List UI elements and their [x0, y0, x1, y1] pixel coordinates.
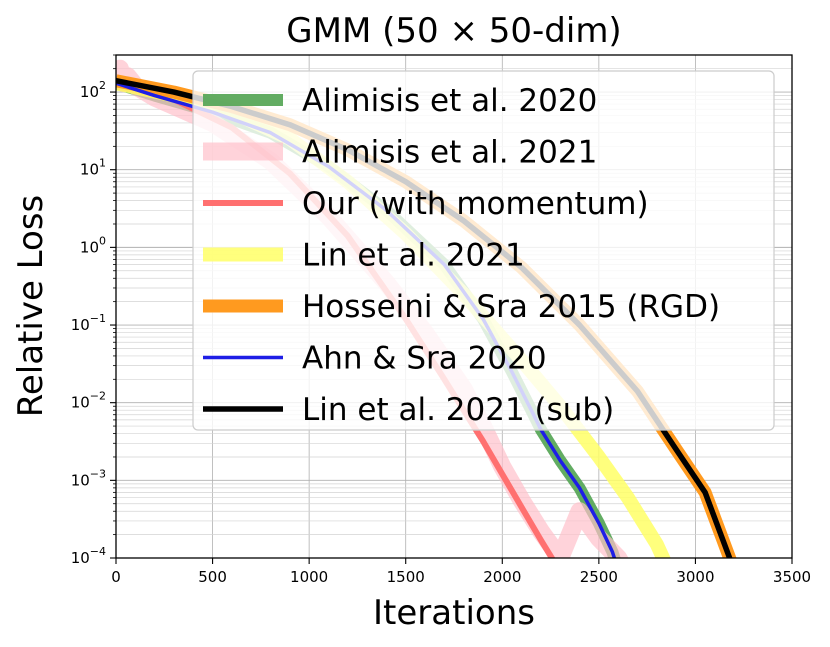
legend-label-4: Hosseini & Sra 2015 (RGD)	[302, 289, 720, 325]
legend-label-3: Lin et al. 2021	[302, 238, 525, 274]
legend-label-0: Alimisis et al. 2020	[302, 83, 597, 119]
plot-frame	[115, 54, 793, 559]
y-tick-label-4: 100	[80, 234, 106, 256]
y-tick-label-2: 10−2	[71, 390, 106, 412]
x-tick-label-5: 2500	[580, 568, 618, 586]
x-tick-label-7: 3500	[773, 568, 811, 586]
legend-box	[192, 70, 775, 431]
x-axis-label: Iterations	[373, 593, 535, 633]
x-tick-label-2: 1000	[290, 568, 328, 586]
x-tick-label-1: 500	[198, 568, 227, 586]
x-tick-label-0: 0	[111, 568, 121, 586]
legend-label-1: Alimisis et al. 2021	[302, 135, 597, 171]
y-tick-label-0: 10−4	[71, 545, 106, 567]
x-axis-ticks: 0 500 1000 1500 2000 2500 3000 3500	[111, 558, 811, 586]
legend: Alimisis et al. 2020 Alimisis et al. 2021…	[192, 70, 775, 431]
legend-label-6: Lin et al. 2021 (sub)	[302, 392, 614, 428]
y-axis-ticks: 10−4 10−3 10−2 10−1 100 101 102	[71, 54, 116, 567]
x-tick-label-4: 2000	[483, 568, 521, 586]
x-tick-label-3: 1500	[387, 568, 425, 586]
legend-label-5: Ahn & Sra 2020	[302, 341, 547, 377]
y-tick-label-6: 102	[80, 79, 106, 101]
y-tick-label-1: 10−3	[71, 467, 106, 489]
chart-title: GMM (50 × 50-dim)	[286, 11, 621, 51]
y-tick-label-5: 101	[80, 157, 106, 179]
x-tick-label-6: 3000	[676, 568, 714, 586]
legend-label-2: Our (with momentum)	[302, 186, 649, 222]
y-tick-label-3: 10−1	[71, 312, 106, 334]
y-axis-label: Relative Loss	[11, 195, 51, 418]
